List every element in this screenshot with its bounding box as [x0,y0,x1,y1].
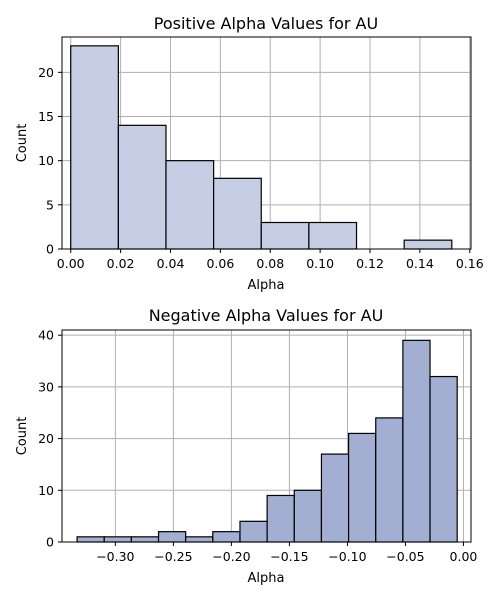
histogram-bar [212,531,241,543]
x-tick-label: 0.00 [450,549,478,564]
x-axis-label: Alpha [248,571,285,586]
x-tick-label: 0.14 [406,256,434,271]
histogram-bar [320,453,350,543]
x-tick-label: 0.12 [356,256,384,271]
x-tick-label: −0.25 [154,549,192,564]
chart-title: Positive Alpha Values for AU [154,14,378,33]
x-tick-label: 0.08 [256,256,284,271]
chart-title: Negative Alpha Values for AU [149,306,384,325]
histogram-bar [165,160,215,250]
histogram-bar [375,417,404,543]
y-axis-label: Count [15,124,30,163]
histogram-bar [429,375,458,543]
x-tick-label: 0.00 [57,256,85,271]
positive-alpha-panel: Positive Alpha Values for AU Alpha Count… [15,14,484,293]
histogram-bar [239,520,268,543]
x-tick-label: −0.15 [270,549,308,564]
histogram-bar [308,221,358,250]
y-tick-label: 0 [46,535,54,550]
plot-frame [61,36,472,250]
x-tick-label: 0.04 [157,256,185,271]
y-tick-label: 30 [38,379,54,394]
x-axis-label: Alpha [248,278,285,293]
histogram-bar [76,536,105,543]
bars [70,45,453,250]
histogram-bar [403,239,453,250]
y-tick-label: 5 [46,197,54,212]
x-tick-label: −0.20 [212,549,250,564]
x-tick-label: 0.16 [456,256,484,271]
negative-alpha-panel: Negative Alpha Values for AU Alpha Count… [15,306,477,586]
y-tick-label: 20 [38,65,54,80]
x-tick-label: 0.10 [306,256,334,271]
histogram-bar [70,45,119,250]
x-tick-label: 0.02 [107,256,135,271]
histogram-bar [213,177,262,250]
y-tick-label: 10 [38,483,54,498]
histogram-bar [402,339,431,543]
axes: −0.30 −0.25 −0.20 −0.15 −0.10 −0.05 0.00 0 10 20 3… [38,328,477,564]
y-tick-label: 15 [38,109,54,124]
plot-frame [61,329,472,543]
x-tick-label: 0.06 [206,256,234,271]
bars [76,339,458,543]
histogram-bar [266,494,295,543]
histogram-bar [117,124,167,250]
y-tick-label: 20 [38,431,54,446]
y-tick-label: 10 [38,153,54,168]
y-tick-label: 0 [46,242,54,257]
histogram-bar [157,531,187,543]
histogram-bar [260,221,310,250]
histogram-bar [185,536,214,543]
histogram-bar [293,489,323,543]
histogram-bar [347,432,377,543]
x-tick-label: −0.10 [328,549,366,564]
x-tick-label: −0.30 [96,549,134,564]
histogram-bar [130,536,160,543]
y-tick-label: 40 [38,328,54,343]
y-axis-label: Count [15,417,30,456]
axes: 0.00 0.02 0.04 0.06 0.08 0.10 0.12 0.14 0.16 0 5 10… [38,36,484,271]
x-tick-label: −0.05 [386,549,424,564]
histogram-bar [103,536,132,543]
